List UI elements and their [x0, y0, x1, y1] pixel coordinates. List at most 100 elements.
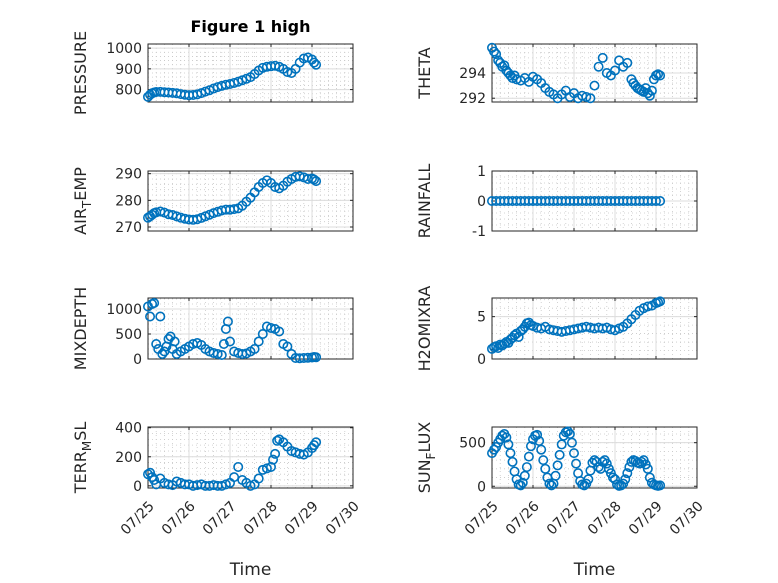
- y-axis-label-subscript: T: [80, 200, 94, 209]
- data-point: [222, 316, 233, 327]
- data-point: [517, 477, 528, 488]
- data-point: [655, 70, 666, 81]
- data-point: [532, 429, 543, 440]
- y-tick-label: 5: [477, 310, 486, 326]
- y-axis-label-main: AIR: [71, 208, 90, 235]
- x-tick-label: 07/29: [282, 498, 322, 538]
- data-point: [523, 451, 534, 462]
- y-axis-label-tail: LUX: [415, 422, 434, 453]
- x-tick-label: 07/26: [503, 498, 543, 538]
- data-point: [571, 458, 582, 469]
- figure-title: Figure 1 high: [191, 17, 311, 36]
- data-point: [145, 311, 156, 322]
- data-point: [212, 348, 223, 359]
- subplot-rainfall: -1 0 1 RAINFALL: [415, 164, 698, 240]
- data-point: [517, 324, 528, 335]
- data-point: [546, 480, 557, 491]
- data-point: [525, 441, 536, 452]
- data-point: [589, 80, 600, 91]
- data-point: [218, 338, 229, 349]
- data-point: [566, 437, 577, 448]
- y-tick-label: 1: [477, 164, 486, 180]
- data-point: [265, 322, 276, 333]
- data-point: [521, 462, 532, 473]
- subplot-pressure: 800 900 1000 PRESSURE: [71, 31, 354, 115]
- y-tick-label: 900: [115, 62, 142, 78]
- data-point: [253, 473, 264, 484]
- axes-box: [147, 43, 354, 103]
- subplot-sun-flux: 0 500 07/25 07/26 07/27 07/28 07/29 07/30 SUNFLU…: [415, 422, 707, 580]
- data-point: [622, 57, 633, 68]
- data-point: [155, 311, 166, 322]
- data-point: [552, 460, 563, 471]
- data-point: [274, 326, 285, 337]
- data-point: [620, 474, 631, 485]
- data-point: [282, 66, 293, 77]
- y-tick-label: 400: [115, 421, 142, 437]
- subplot-theta: 292 294 THETA: [415, 42, 698, 107]
- axes-box: [147, 297, 354, 360]
- data-point: [149, 297, 160, 308]
- data-point: [554, 449, 565, 460]
- subplot-h2omixra: 0 5 H2OMIXRA: [415, 286, 698, 372]
- y-axis-label: RAINFALL: [415, 164, 434, 239]
- data-point: [501, 432, 512, 443]
- data-point: [550, 470, 561, 481]
- x-axis-label: Time: [229, 560, 272, 580]
- data-point: [646, 85, 657, 96]
- data-point: [157, 348, 168, 359]
- data-point: [642, 301, 653, 312]
- data-point: [253, 336, 264, 347]
- y-tick-label: 0: [133, 352, 142, 368]
- x-tick-label: 07/29: [626, 498, 666, 538]
- data-point: [556, 439, 567, 450]
- data-point: [233, 461, 244, 472]
- data-point: [655, 480, 666, 491]
- y-tick-label: 270: [115, 220, 142, 236]
- data-point: [622, 468, 633, 479]
- data-point: [309, 174, 320, 185]
- x-axis-label: Time: [573, 560, 616, 580]
- x-tick-label: 07/25: [462, 498, 502, 538]
- y-axis-label-tail: EMP: [71, 167, 90, 201]
- y-tick-label: 800: [115, 83, 142, 99]
- y-axis-label: H2OMIXRA: [415, 286, 434, 372]
- axes-box: [147, 170, 354, 232]
- data-point: [568, 448, 579, 459]
- axes-box: [491, 297, 698, 360]
- x-tick-label: 07/28: [585, 498, 625, 538]
- data-point: [585, 93, 596, 104]
- subplot-mixdepth: 0 500 1000 MIXDEPTH: [71, 287, 354, 370]
- subplot-air-temp: 270 280 290 AIRTEMP: [71, 167, 354, 236]
- y-axis-label-subscript: M: [80, 441, 94, 451]
- y-axis-label-main: RAINFALL: [415, 164, 434, 239]
- data-point: [655, 296, 666, 307]
- data-point: [249, 343, 260, 354]
- data-point: [593, 61, 604, 72]
- x-tick-label: 07/25: [118, 498, 158, 538]
- data-point: [609, 65, 620, 76]
- data-point: [505, 448, 516, 459]
- data-point: [282, 341, 293, 352]
- data-point: [581, 91, 592, 102]
- y-tick-label: 0: [133, 479, 142, 495]
- y-tick-label: 292: [459, 91, 486, 107]
- data-point: [216, 349, 227, 360]
- data-point: [491, 49, 502, 60]
- x-tick-label: 07/30: [323, 498, 363, 538]
- data-point: [597, 52, 608, 63]
- data-point: [655, 196, 666, 207]
- y-axis-label: TERRMSL: [71, 422, 94, 495]
- y-axis-label-subscript: F: [424, 452, 438, 459]
- data-point: [270, 60, 281, 71]
- data-point: [270, 448, 281, 459]
- data-point: [601, 458, 612, 469]
- data-point: [499, 60, 510, 71]
- y-axis-label: MIXDEPTH: [71, 287, 90, 370]
- y-tick-label: 0: [477, 352, 486, 368]
- y-tick-label: 290: [115, 167, 142, 183]
- data-point: [644, 90, 655, 101]
- y-axis-label: AIRTEMP: [71, 167, 94, 235]
